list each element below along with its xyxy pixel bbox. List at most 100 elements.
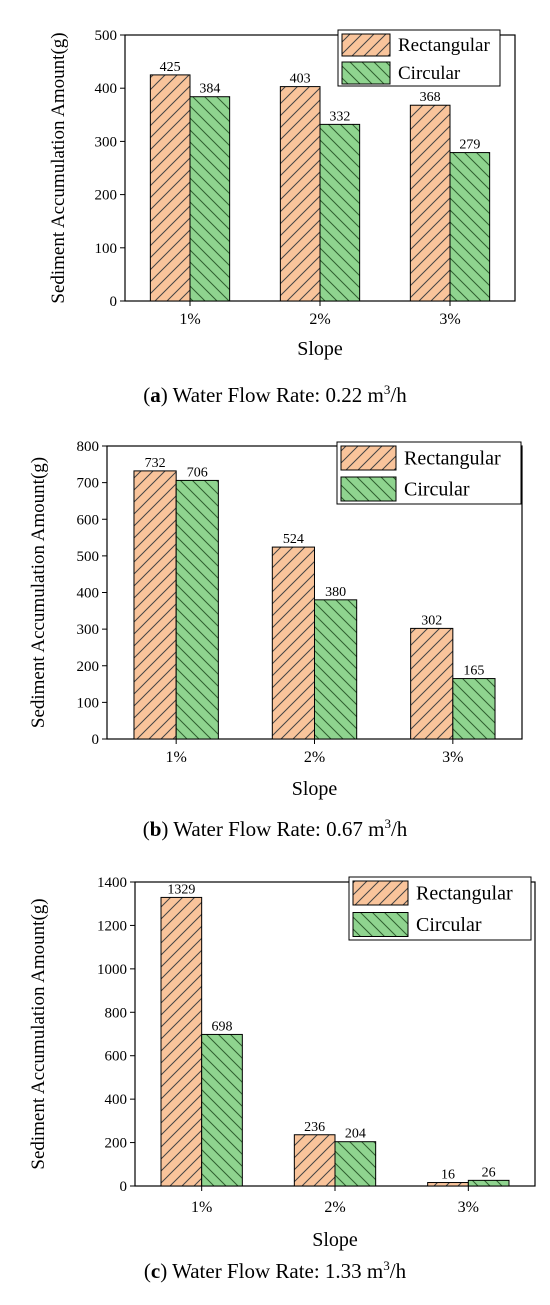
y-tick-label: 500 — [77, 549, 100, 565]
x-axis-label: Slope — [297, 338, 343, 360]
y-tick-label: 200 — [77, 659, 100, 675]
bar-value-label: 236 — [304, 1120, 325, 1135]
bar-rectangular-1 — [149, 74, 191, 302]
x-tick-label: 1% — [179, 311, 200, 328]
bar-circular-1 — [189, 96, 231, 302]
bar-value-label: 384 — [199, 82, 220, 97]
bar-value-label: 26 — [482, 1165, 496, 1180]
panel-caption: (b) Water Flow Rate: 0.67 m3/h — [143, 816, 408, 841]
caption-unit-tail: /h — [391, 817, 408, 841]
bar-value-label: 698 — [212, 1019, 233, 1034]
caption-superscript: 3 — [384, 382, 391, 397]
legend-label-circular: Circular — [416, 914, 482, 936]
y-tick-label: 200 — [105, 1136, 128, 1152]
y-tick-label: 300 — [95, 134, 118, 150]
y-tick-label: 200 — [95, 188, 118, 204]
legend-swatch-circular — [341, 61, 391, 85]
bar-rectangular-1 — [160, 896, 203, 1187]
y-axis-label: Sediment Accumulation Amount(g) — [28, 898, 49, 1169]
y-tick-label: 100 — [77, 695, 100, 711]
y-tick-label: 500 — [95, 28, 118, 44]
y-tick-label: 400 — [77, 586, 100, 602]
bar-value-label: 403 — [290, 72, 311, 87]
legend: Rectangular Circular — [337, 29, 501, 87]
legend-swatch-rectangular — [340, 445, 397, 471]
y-axis-label: Sediment Accumulation Amount(g) — [28, 457, 49, 728]
chart-panel-b: 0 100 200 300 400 500 600 700 800 1% 732 706 2% 524 38… — [28, 439, 523, 841]
legend-swatch-circular — [340, 476, 397, 502]
y-tick-label: 1000 — [97, 962, 127, 978]
bar-rectangular-2 — [279, 86, 321, 302]
bar-value-label: 165 — [463, 664, 484, 679]
bar-value-label: 204 — [345, 1127, 366, 1142]
bar-rectangular-2 — [293, 1134, 336, 1187]
y-tick-label: 700 — [77, 476, 100, 492]
bar-rectangular-3 — [409, 104, 451, 302]
bar-circular-3 — [452, 678, 496, 740]
caption-panel-letter: b — [150, 817, 162, 841]
caption-panel-letter: a — [150, 383, 161, 407]
bar-rectangular-2 — [271, 546, 315, 740]
bar-circular-2 — [334, 1141, 377, 1187]
bar-value-label: 332 — [329, 109, 350, 124]
x-tick-label: 1% — [191, 1199, 212, 1216]
legend-swatch-rectangular — [341, 33, 391, 57]
bar-rectangular-3 — [410, 627, 454, 740]
x-tick-label: 2% — [324, 1199, 345, 1216]
y-tick-label: 100 — [95, 241, 118, 257]
caption-text: Water Flow Rate: 1.33 m — [167, 1259, 383, 1283]
y-tick-label: 300 — [77, 622, 100, 638]
x-tick-label: 1% — [166, 749, 187, 766]
y-tick-label: 400 — [105, 1092, 128, 1108]
bar-circular-3 — [467, 1179, 510, 1187]
bar-value-label: 524 — [283, 532, 304, 547]
caption-panel-letter: c — [151, 1259, 160, 1283]
bar-circular-1 — [175, 479, 219, 740]
bar-circular-3 — [449, 152, 491, 302]
bar-value-label: 368 — [420, 90, 441, 105]
caption-unit-tail: /h — [390, 1259, 407, 1283]
panel-caption: (c) Water Flow Rate: 1.33 m3/h — [144, 1258, 407, 1283]
legend-label-circular: Circular — [404, 479, 470, 501]
x-axis-label: Slope — [292, 778, 338, 800]
bar-circular-1 — [201, 1033, 243, 1187]
panel-caption: (a) Water Flow Rate: 0.22 m3/h — [143, 382, 407, 407]
bar-value-label: 1329 — [167, 882, 195, 897]
bar-value-label: 279 — [459, 138, 480, 153]
caption-text: Water Flow Rate: 0.67 m — [168, 817, 384, 841]
caption-superscript: 3 — [384, 816, 391, 831]
bar-rectangular-1 — [133, 470, 177, 740]
bar-value-label: 16 — [441, 1168, 455, 1183]
y-tick-label: 0 — [120, 1179, 128, 1195]
x-axis-label: Slope — [312, 1229, 358, 1251]
y-tick-label: 600 — [77, 512, 100, 528]
bar-circular-2 — [319, 123, 361, 302]
legend-label-rectangular: Rectangular — [404, 448, 501, 470]
y-tick-label: 1200 — [97, 918, 127, 934]
bar-rectangular-3 — [427, 1182, 469, 1187]
x-tick-label: 2% — [304, 749, 325, 766]
x-tick-label: 2% — [309, 311, 330, 328]
x-tick-label: 3% — [458, 1199, 479, 1216]
bar-value-label: 425 — [160, 60, 181, 75]
legend-swatch-circular — [352, 912, 409, 937]
y-tick-label: 400 — [95, 81, 118, 97]
y-tick-label: 0 — [110, 294, 118, 310]
chart-panel-c: 0 200 400 600 800 1000 1200 1400 1% 1329 698 2% 236 2… — [28, 875, 536, 1283]
y-axis-label: Sediment Accumulation Amount(g) — [48, 32, 69, 303]
legend-swatch-rectangular — [352, 880, 409, 906]
chart-panel-a: 0 100 200 300 400 500 1% 425 384 2% 403 332 3% 368 279… — [48, 28, 516, 407]
bar-value-label: 380 — [325, 585, 346, 600]
y-tick-label: 800 — [77, 439, 100, 455]
legend-label-rectangular: Rectangular — [416, 883, 513, 905]
bar-value-label: 706 — [187, 465, 208, 480]
x-tick-label: 3% — [439, 311, 460, 328]
caption-unit-tail: /h — [390, 383, 407, 407]
y-tick-label: 0 — [92, 732, 100, 748]
legend-label-circular: Circular — [398, 63, 461, 84]
legend: Rectangular Circular — [336, 441, 522, 505]
caption-text: Water Flow Rate: 0.22 m — [168, 383, 384, 407]
y-tick-label: 1400 — [97, 875, 127, 891]
x-tick-label: 3% — [442, 749, 463, 766]
